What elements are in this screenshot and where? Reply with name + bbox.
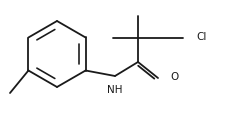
Text: Cl: Cl	[195, 32, 205, 42]
Text: O: O	[169, 72, 178, 82]
Text: NH: NH	[107, 85, 122, 95]
